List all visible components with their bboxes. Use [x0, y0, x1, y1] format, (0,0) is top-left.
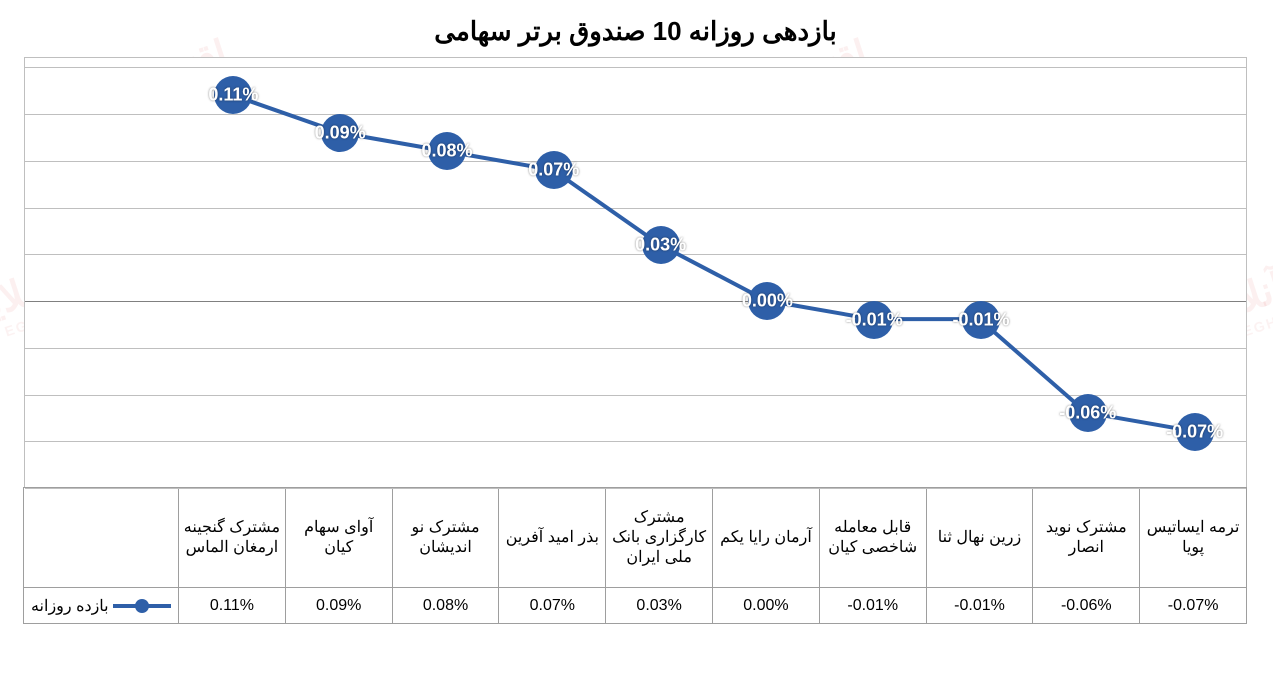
category-cell: آوای سهام کیان: [286, 488, 393, 588]
category-cell: آرمان رایا یکم: [714, 488, 821, 588]
plot-area: 0.11% 0.09% 0.08% 0.07% 0.03% 0.00% -0.01% -0.0…: [25, 57, 1248, 487]
plot-wrap: 0.11%0.09%0.08%0.07%0.03%0.00%-0.01%-0.0…: [25, 57, 1248, 624]
legend-cell: بازده روزانه: [25, 588, 180, 624]
value-cell: 0.00%: [714, 588, 821, 624]
value-cell: -0.06%: [1034, 588, 1141, 624]
chart-data-label: 0.08%: [422, 141, 473, 162]
value-cell: 0.08%: [393, 588, 500, 624]
chart-data-label: -0.01%: [847, 309, 904, 330]
value-cell: -0.07%: [1141, 588, 1248, 624]
category-row: مشترک گنجینه ارمغان الماسآوای سهام کیانم…: [25, 488, 1248, 588]
data-table: مشترک گنجینه ارمغان الماسآوای سهام کیانم…: [24, 487, 1248, 624]
chart-data-label: 0.11%: [209, 85, 259, 106]
value-cell: -0.01%: [927, 588, 1034, 624]
value-cell: -0.01%: [820, 588, 927, 624]
chart-data-label: 0.09%: [316, 122, 367, 143]
value-cell: 0.09%: [286, 588, 393, 624]
chart-data-label: 0.03%: [636, 234, 687, 255]
category-cell: ترمه ایساتیس پویا: [1141, 488, 1248, 588]
value-row: بازده روزانه 0.11%0.09%0.08%0.07%0.03%0.…: [25, 588, 1248, 624]
category-cell: مشترک نوید انصار: [1034, 488, 1141, 588]
chart-data-label: -0.07%: [1167, 421, 1224, 442]
category-cell: بذر امید آفرین: [500, 488, 607, 588]
chart-data-label: -0.06%: [1060, 403, 1117, 424]
category-cell: مشترک گنجینه ارمغان الماس: [180, 488, 287, 588]
table-blank-cell: [25, 488, 180, 588]
chart-title: بازدهی روزانه 10 صندوق برتر سهامی: [10, 16, 1263, 47]
legend-label: بازده روزانه: [32, 598, 110, 615]
chart-data-label: 0.07%: [529, 160, 580, 181]
chart-data-label: 0.00%: [743, 291, 794, 312]
value-cell: 0.11%: [180, 588, 287, 624]
chart-data-label: -0.01%: [953, 309, 1010, 330]
category-cell: زرین نهال ثنا: [927, 488, 1034, 588]
value-cell: 0.03%: [607, 588, 714, 624]
value-cell: 0.07%: [500, 588, 607, 624]
category-cell: مشترک نو اندیشان: [393, 488, 500, 588]
category-cell: مشترک کارگزاری بانک ملی ایران: [607, 488, 714, 588]
chart-container: اقتصادآنلاینEGHTESADONLINE اقتصادآنلاینE…: [0, 0, 1273, 682]
category-cell: قابل معامله شاخصی کیان: [820, 488, 927, 588]
